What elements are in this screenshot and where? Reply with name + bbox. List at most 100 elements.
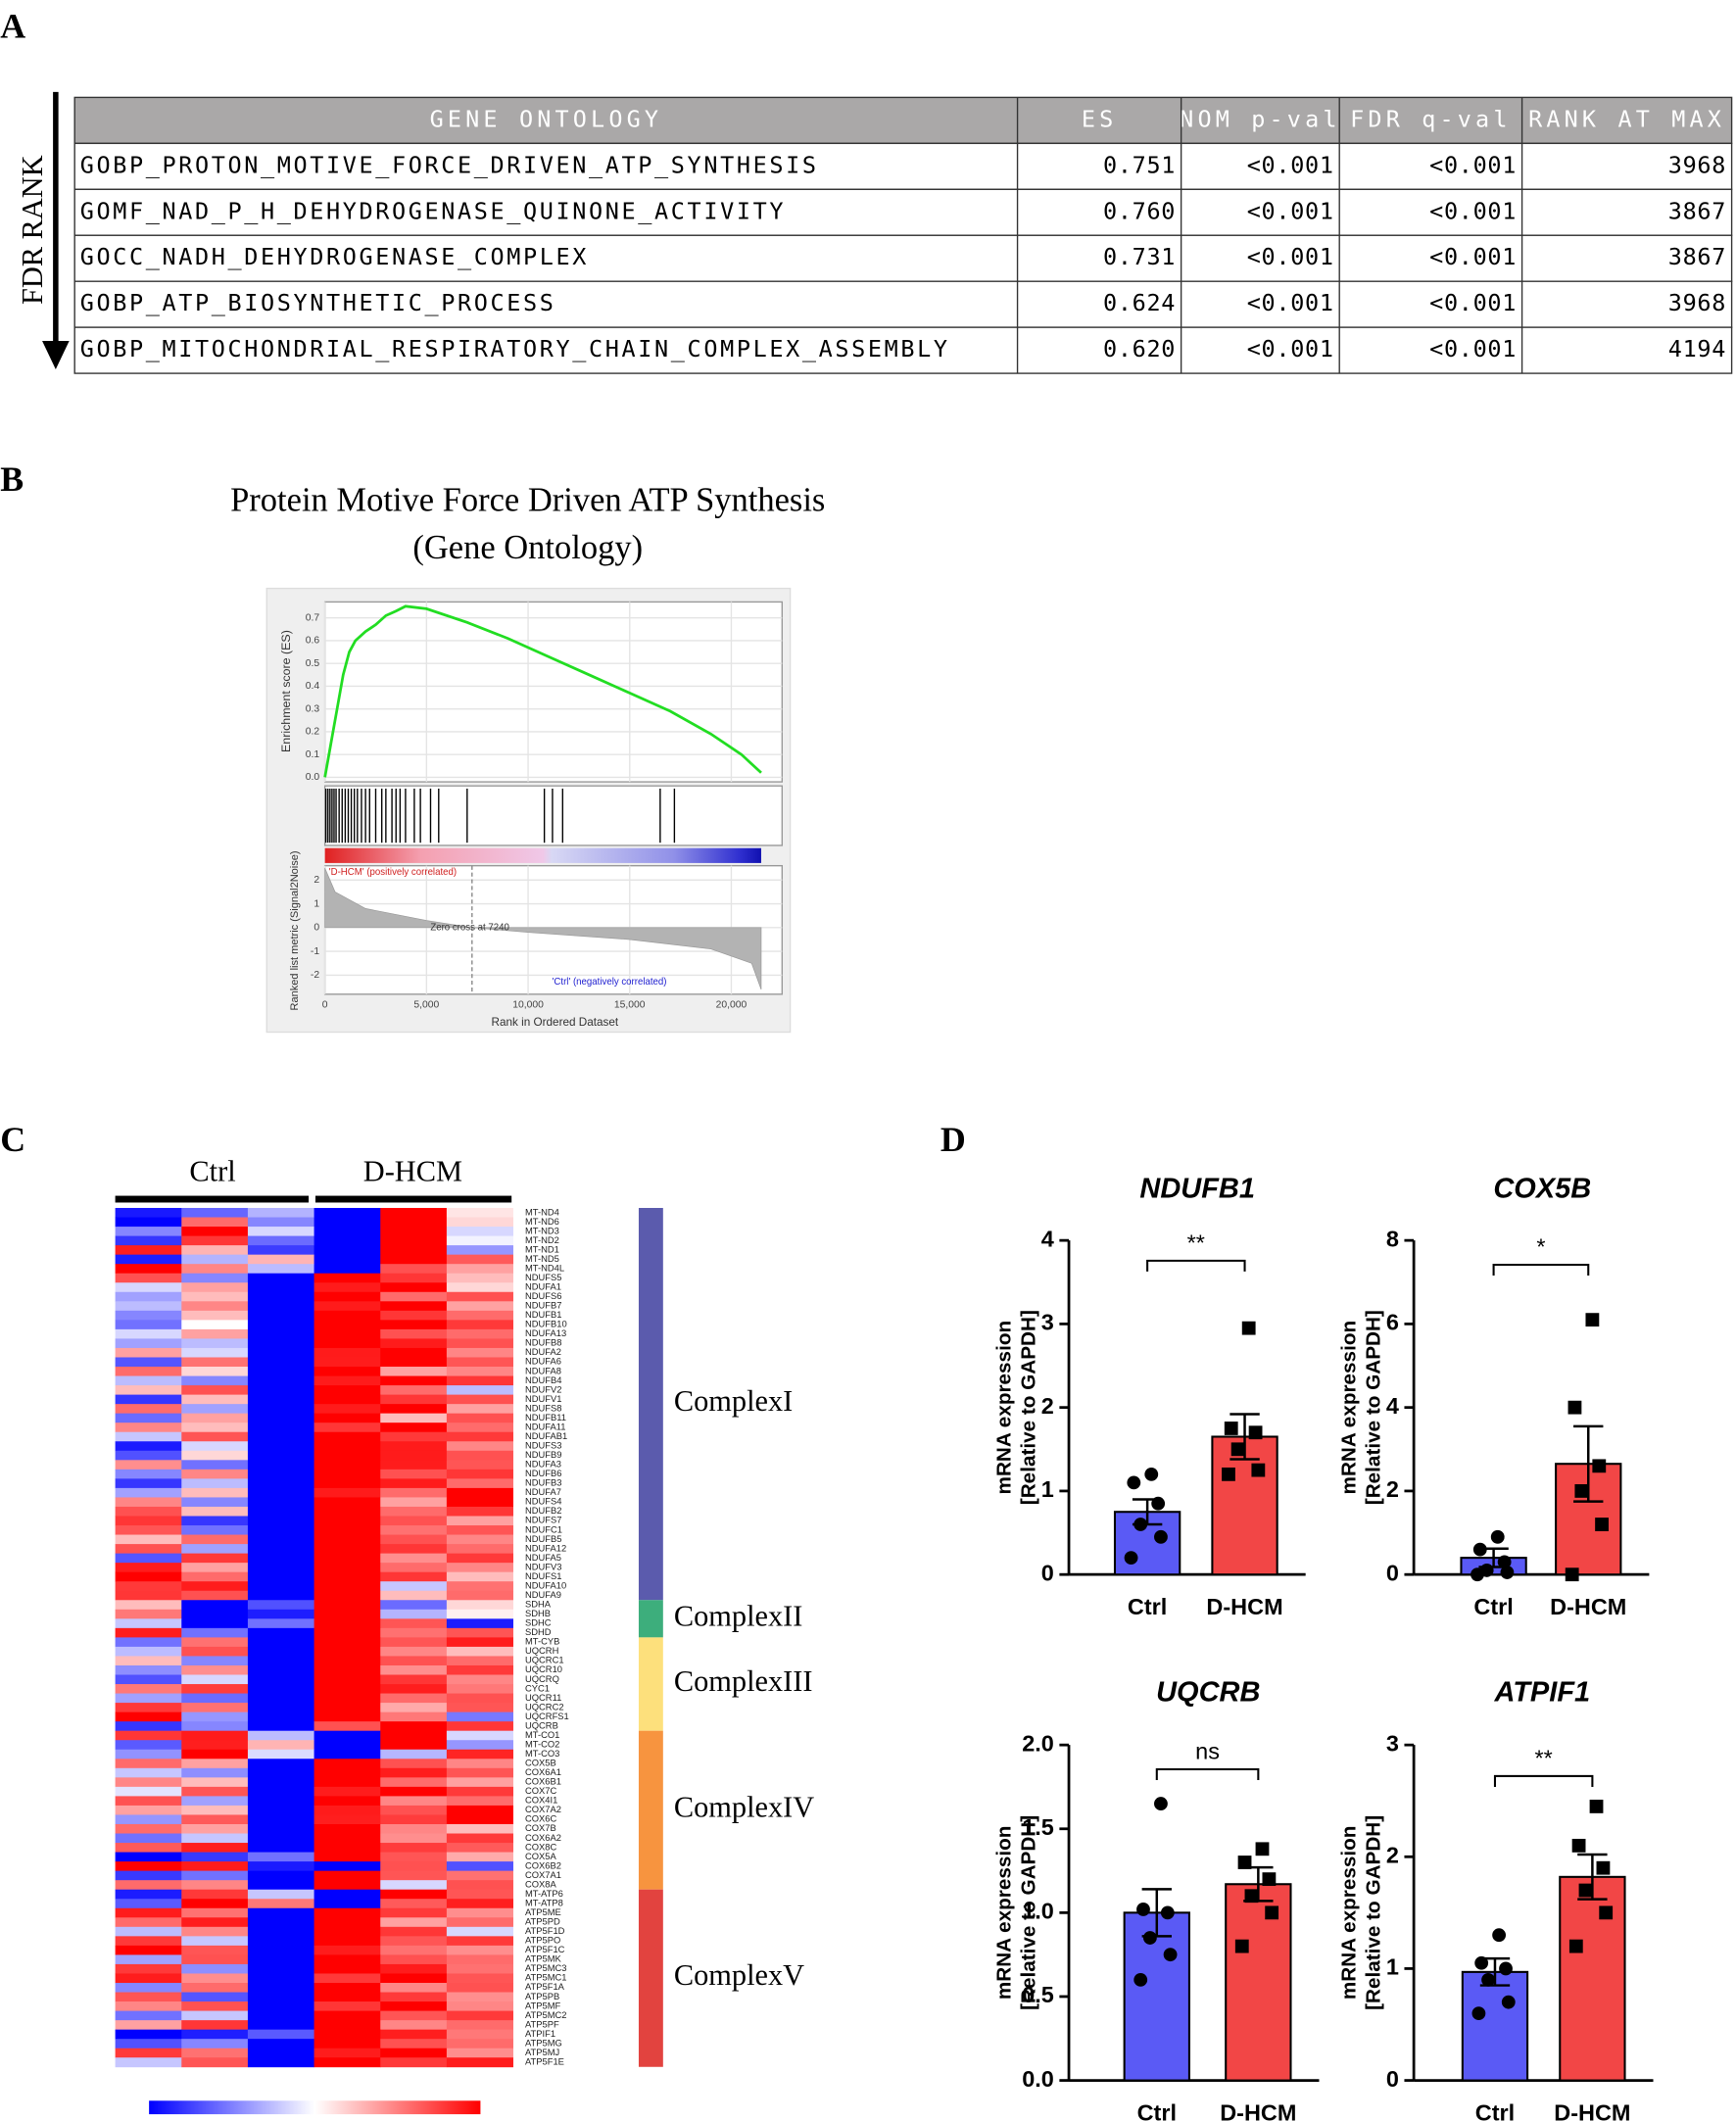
gene-label: UQCRC1 [525, 1656, 564, 1665]
heatmap-cell [313, 1571, 381, 1582]
heatmap-cell [115, 1861, 182, 1872]
heatmap-cell [181, 1450, 249, 1461]
y-tick-label: 0 [1041, 1560, 1054, 1585]
heatmap-cell [247, 1413, 315, 1423]
heatmap-cell [247, 1870, 315, 1881]
group-bar [115, 1195, 310, 1203]
heatmap-cell [247, 1609, 315, 1619]
heatmap-cell [446, 1730, 513, 1741]
gene-label: COX5A [525, 1852, 557, 1861]
heatmap-cell [446, 1460, 513, 1470]
heatmap-cell [313, 1936, 381, 1947]
x-tick-label: D-HCM [1554, 2099, 1630, 2121]
gene-label: COX8A [525, 1879, 557, 1889]
data-point [1497, 1555, 1512, 1569]
data-point [1574, 1484, 1589, 1498]
heatmap-cell [446, 1441, 513, 1452]
heatmap-cell [313, 1375, 381, 1386]
data-point [1472, 1542, 1487, 1557]
heatmap-cell [313, 1740, 381, 1751]
heatmap-cell [380, 1404, 448, 1415]
heatmap-cell [380, 1413, 448, 1423]
x-tick-label: 20,000 [716, 1000, 747, 1011]
gene-label: NDUFB6 [525, 1469, 562, 1478]
heatmap-cell [115, 2057, 182, 2068]
heatmap-cell [313, 1487, 381, 1498]
table-cell: GOMF_NAD_P_H_DEHYDROGENASE_QUINONE_ACTIV… [80, 197, 786, 224]
heatmap-cell [446, 2039, 513, 2049]
heatmap-cell [115, 1254, 182, 1265]
chart-title: Protein Motive Force Driven ATP Synthesi… [230, 482, 825, 519]
heatmap-cell [446, 2001, 513, 2012]
heatmap-cell [247, 1431, 315, 1442]
heatmap-cell [247, 1936, 315, 1947]
gene-label: MT-ND5 [525, 1254, 559, 1264]
y-tick-label: 4 [1386, 1393, 1399, 1419]
heatmap-cell [380, 1282, 448, 1293]
y-tick-label: 2 [1041, 1393, 1054, 1419]
heatmap-cell [380, 1264, 448, 1275]
heatmap-cell [247, 1273, 315, 1283]
panel-label: D [940, 1120, 966, 1159]
heatmap-cell [115, 1235, 182, 1246]
heatmap-cell [446, 1627, 513, 1638]
y-axis-label: mRNA expression [993, 1826, 1016, 2000]
group-bar [314, 1195, 512, 1203]
heatmap-cell [247, 1506, 315, 1517]
y-tick-label: 1 [1041, 1476, 1054, 1502]
heatmap-cell [181, 2029, 249, 2040]
data-point [1224, 1422, 1238, 1435]
heatmap-cell [247, 2001, 315, 2012]
heatmap-cell [446, 1525, 513, 1535]
heatmap-cell [247, 1627, 315, 1638]
heatmap-cell [313, 1328, 381, 1339]
heatmap-cell [313, 1478, 381, 1489]
table-cell: <0.001 [1247, 151, 1334, 178]
heatmap-cell [181, 1907, 249, 1918]
heatmap-cell [313, 1553, 381, 1564]
gene-label: NDUFAB1 [525, 1431, 567, 1441]
hits-plot [323, 785, 784, 846]
heatmap-cell [115, 1431, 182, 1442]
data-point [1481, 1972, 1495, 1987]
heatmap-cell [115, 1664, 182, 1675]
heatmap-cell [247, 1320, 315, 1330]
gene-label: MT-CYB [525, 1637, 559, 1647]
data-point [1262, 1872, 1277, 1887]
significance-label: * [1536, 1234, 1545, 1260]
heatmap-cell [247, 1805, 315, 1815]
heatmap-cell [446, 1907, 513, 1918]
heatmap-cell [313, 1516, 381, 1526]
heatmap-cell [380, 1899, 448, 1909]
heatmap-cell [446, 1581, 513, 1592]
heatmap-cell [380, 1320, 448, 1330]
heatmap-cell [247, 1544, 315, 1555]
gene-label: ATP5MK [525, 1954, 562, 1964]
heatmap-cell [115, 1963, 182, 1974]
x-tick-label: 15,000 [614, 1000, 646, 1011]
heatmap-cell [380, 1245, 448, 1256]
heatmap-cell [181, 1441, 249, 1452]
heatmap-cell [380, 1730, 448, 1741]
heatmap-cell [313, 1208, 381, 1218]
gene-label: NDUFA1 [525, 1281, 561, 1291]
heatmap-cell [380, 1814, 448, 1825]
heatmap-cell [181, 1777, 249, 1788]
gene-label: NDUFB10 [525, 1320, 567, 1329]
heatmap-cell [446, 1600, 513, 1611]
heatmap-cell [247, 1460, 315, 1470]
heatmap-cell [313, 1347, 381, 1358]
gene-label: ATP5ME [525, 1907, 561, 1917]
heatmap-cell [380, 1431, 448, 1442]
significance-bracket [1493, 1774, 1594, 1787]
gene-label: COX6A1 [525, 1767, 561, 1777]
heatmap-cell [380, 1385, 448, 1396]
heatmap-cell [446, 1553, 513, 1564]
complex-label: ComplexI [674, 1384, 793, 1418]
heatmap-cell [247, 1889, 315, 1900]
heatmap-cell [115, 1590, 182, 1601]
heatmap-cell [446, 1833, 513, 1844]
heatmap-cell [181, 1880, 249, 1891]
data-point [1144, 1467, 1159, 1481]
heatmap-cell [446, 1861, 513, 1872]
